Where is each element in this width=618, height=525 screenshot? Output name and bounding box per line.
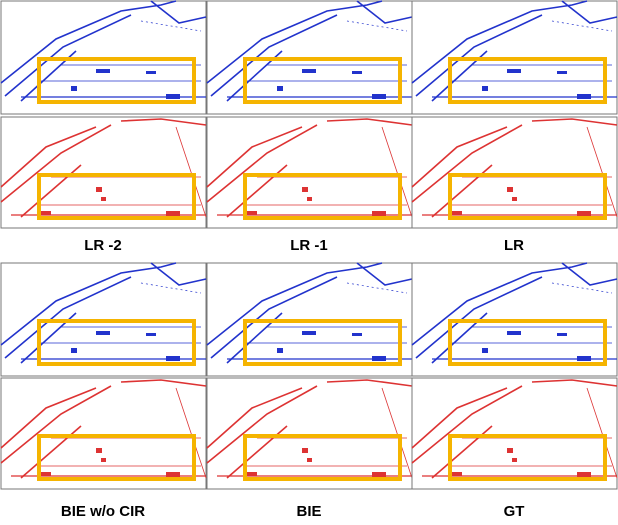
- red-panel: [412, 378, 617, 489]
- red-panel: [1, 117, 206, 228]
- blue-panel: [412, 263, 617, 376]
- caption: LR -1: [290, 237, 328, 254]
- blue-panel: [1, 263, 206, 376]
- blue-panel: [207, 263, 412, 376]
- blue-panel: [412, 1, 617, 114]
- figure: LR -2 LR -1 LR BIE w/o CIR BIE GT: [0, 0, 618, 525]
- caption: BIE: [296, 503, 321, 520]
- caption: LR: [504, 237, 524, 254]
- red-panel: [1, 378, 206, 489]
- red-panel: [207, 117, 412, 228]
- blue-panel: [1, 1, 206, 114]
- blue-panel: [207, 1, 412, 114]
- red-panel: [412, 117, 617, 228]
- red-panel: [207, 378, 412, 489]
- caption: GT: [504, 503, 525, 520]
- caption: LR -2: [84, 237, 122, 254]
- caption: BIE w/o CIR: [61, 503, 145, 520]
